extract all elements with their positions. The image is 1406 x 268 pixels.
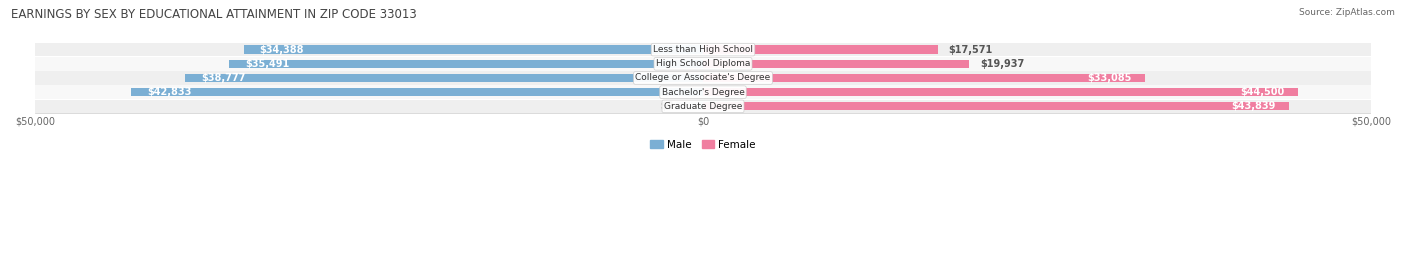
Text: $44,500: $44,500 <box>1240 87 1284 97</box>
Text: $38,777: $38,777 <box>201 73 245 83</box>
Bar <box>186 74 703 82</box>
Text: $19,937: $19,937 <box>980 59 1025 69</box>
Text: High School Diploma: High School Diploma <box>655 59 751 68</box>
Text: College or Associate's Degree: College or Associate's Degree <box>636 73 770 83</box>
Text: Source: ZipAtlas.com: Source: ZipAtlas.com <box>1299 8 1395 17</box>
Bar <box>703 74 1144 82</box>
Bar <box>703 88 1298 96</box>
Text: $34,388: $34,388 <box>260 44 304 55</box>
Bar <box>703 46 938 54</box>
Bar <box>35 43 1371 56</box>
Bar <box>676 102 703 110</box>
Text: $35,491: $35,491 <box>245 59 290 69</box>
Bar <box>131 88 703 96</box>
Legend: Male, Female: Male, Female <box>645 136 761 154</box>
Bar <box>35 71 1371 85</box>
Text: $43,839: $43,839 <box>1232 101 1275 111</box>
Bar <box>35 100 1371 113</box>
Text: $42,833: $42,833 <box>146 87 191 97</box>
Bar <box>35 85 1371 99</box>
Text: Graduate Degree: Graduate Degree <box>664 102 742 111</box>
Text: Bachelor's Degree: Bachelor's Degree <box>662 88 744 97</box>
Text: EARNINGS BY SEX BY EDUCATIONAL ATTAINMENT IN ZIP CODE 33013: EARNINGS BY SEX BY EDUCATIONAL ATTAINMEN… <box>11 8 418 21</box>
Bar <box>703 102 1289 110</box>
Text: $17,571: $17,571 <box>949 44 993 55</box>
Bar <box>703 60 969 68</box>
Bar <box>35 57 1371 70</box>
Text: Less than High School: Less than High School <box>652 45 754 54</box>
Bar <box>229 60 703 68</box>
Text: $0: $0 <box>659 101 673 111</box>
Bar <box>243 46 703 54</box>
Text: $33,085: $33,085 <box>1087 73 1132 83</box>
